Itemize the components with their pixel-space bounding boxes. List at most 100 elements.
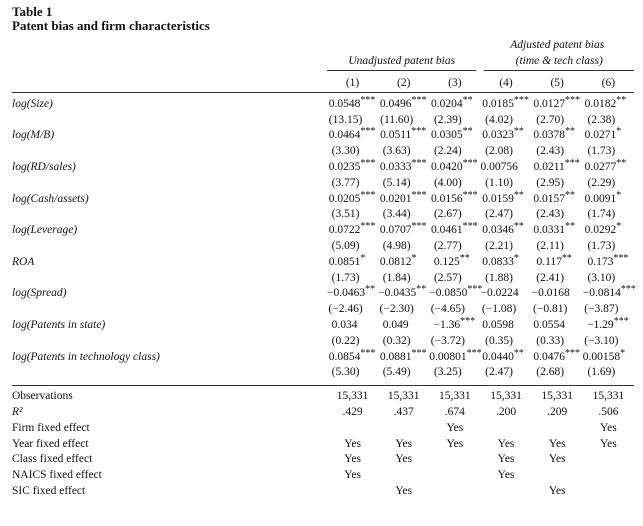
t-statistic: (1.69) [583,365,634,381]
coefficient: 0.0722*** [327,223,378,239]
table-row: R².429.437.674.200.209.506 [12,405,634,421]
row-label: log(Leverage) [12,223,327,239]
column-number: (6) [583,76,634,92]
summary-value: Yes [532,452,583,468]
t-statistic: (2.95) [532,176,583,192]
t-statistic: (2.68) [532,365,583,381]
summary-label: NAICS fixed effect [12,468,327,484]
t-statistic: (2.70) [532,113,583,129]
column-number: (3) [429,76,480,92]
summary-value [583,468,634,484]
row-label: log(Cash/assets) [12,192,327,208]
summary-value [429,484,480,500]
spacer [12,144,327,160]
t-statistic: (4.02) [480,113,531,129]
spacer [12,207,327,223]
coefficient: −0.0814*** [583,286,634,302]
coefficient: 0.0854*** [327,350,378,366]
t-statistic: (−2.46) [327,302,378,318]
t-statistic: (2.38) [583,113,634,129]
summary-value: Yes [532,484,583,500]
t-statistic: (1.74) [583,207,634,223]
coefficient: 0.0812* [378,255,429,271]
spacer [12,271,327,287]
table-row: log(Patents in state)0.0340.049−1.36***0… [12,318,634,334]
table-row: (−2.46)(−2.30)(−4.65)(−1.08)(−0.81)(−3.8… [12,302,634,318]
table-row: (3.30)(3.63)(2.24)(2.08)(2.43)(1.73) [12,144,634,160]
t-statistic: (2.77) [429,239,480,255]
coefficient: 0.0091* [583,192,634,208]
coefficient: 0.0440** [480,350,531,366]
coefficient: −0.0850*** [429,286,480,302]
t-statistic: (1.10) [480,176,531,192]
summary-value: .437 [378,405,429,421]
table-row: (13.15)(11.60)(2.39)(4.02)(2.70)(2.38) [12,113,634,129]
coefficient: 0.0333*** [378,160,429,176]
row-label: log(Size) [12,97,327,113]
coefficient: 0.0461*** [429,223,480,239]
summary-value: 15,331 [378,389,429,405]
table-row: Year fixed effectYesYesYesYesYesYes [12,437,634,453]
summary-value: Yes [532,437,583,453]
coefficient: 0.0323** [480,128,531,144]
summary-value: Yes [378,452,429,468]
table-row: (3.51)(3.44)(2.67)(2.47)(2.43)(1.74) [12,207,634,223]
coefficient: 0.0554 [532,318,583,334]
summary-value: 15,331 [327,389,378,405]
t-statistic: (2.43) [532,207,583,223]
summary-value [429,452,480,468]
summary-value: .674 [429,405,480,421]
summary-value: Yes [378,484,429,500]
coefficient: 0.0277** [583,160,634,176]
summary-value [429,468,480,484]
spacer [12,302,327,318]
coefficient: 0.00158* [583,350,634,366]
t-statistic: (−1.08) [480,302,531,318]
coefficient: 0.00801*** [429,350,480,366]
table-title: Patent bias and firm characteristics [12,18,210,34]
summary-label: Observations [12,389,327,405]
coefficient: 0.0496*** [378,97,429,113]
summary-value [378,468,429,484]
summary-value: 15,331 [480,389,531,405]
t-statistic: (−0.81) [532,302,583,318]
coefficient: 0.0598 [480,318,531,334]
column-number: (4) [480,76,531,92]
coefficient: 0.0271* [583,128,634,144]
summary-value: 15,331 [532,389,583,405]
table-row: ROA0.0851*0.0812*0.125**0.0833*0.117**0.… [12,255,634,271]
coefficient: 0.125** [429,255,480,271]
coefficient: 0.0851* [327,255,378,271]
summary-value: Yes [327,437,378,453]
summary-label: Firm fixed effect [12,421,327,437]
coefficient: 0.0420*** [429,160,480,176]
coefficient: −0.0435** [378,286,429,302]
coefficient: 0.117** [532,255,583,271]
row-label: log(M/B) [12,128,327,144]
summary-value: Yes [480,468,531,484]
summary-value: Yes [378,437,429,453]
t-statistic: (3.25) [429,365,480,381]
spacer [12,176,327,192]
summary-value [583,484,634,500]
table-row: NAICS fixed effectYesYes [12,468,634,484]
spacer [12,54,327,70]
row-label: log(RD/sales) [12,160,327,176]
coefficient: 0.0201*** [378,192,429,208]
coefficient: 0.0511*** [378,128,429,144]
row-label: log(Patents in state) [12,318,327,334]
spacer [12,38,327,54]
t-statistic: (2.29) [583,176,634,192]
summary-value [532,468,583,484]
summary-value [480,484,531,500]
t-statistic: (2.47) [480,365,531,381]
t-statistic: (1.73) [583,144,634,160]
summary-label: Year fixed effect [12,437,327,453]
t-statistic: (2.41) [532,271,583,287]
t-statistic: (−2.30) [378,302,429,318]
summary-value: Yes [327,452,378,468]
summary-label: SIC fixed effect [12,484,327,500]
group-header: (time & tech class) [480,54,634,70]
spacer [12,113,327,129]
column-number: (5) [532,76,583,92]
